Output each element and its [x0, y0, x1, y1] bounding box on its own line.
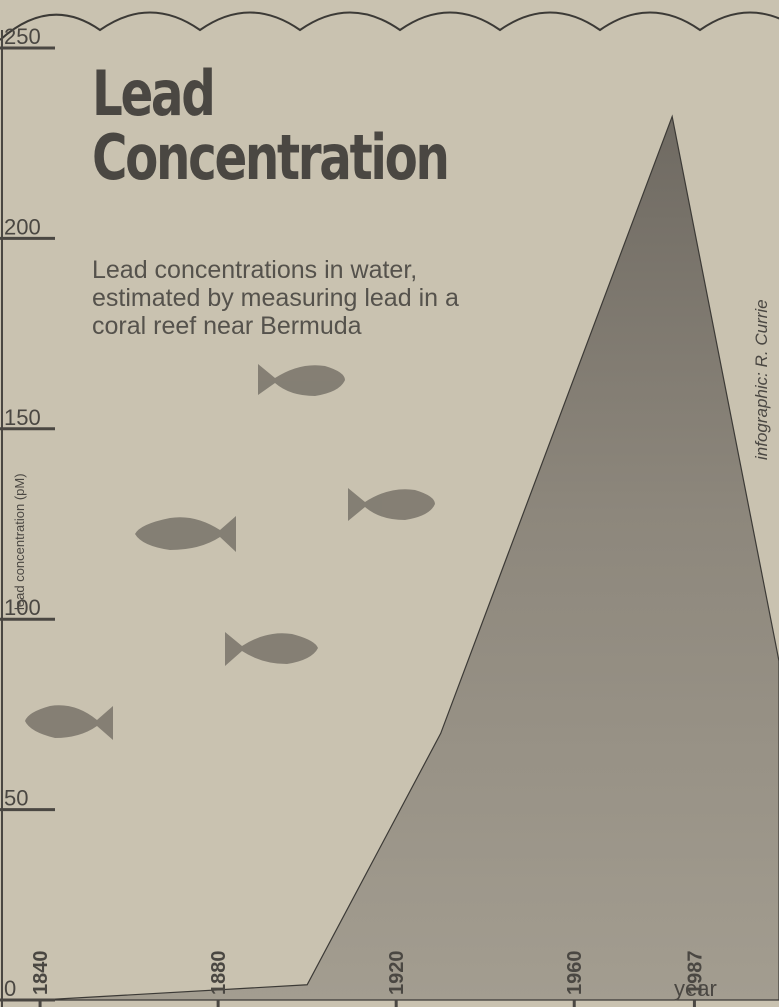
x-tick-label: 1960: [564, 951, 586, 996]
y-tick-label: 0: [4, 976, 16, 1001]
y-tick-label: 150: [4, 405, 41, 430]
fish: [348, 488, 435, 521]
y-tick-label: 50: [4, 786, 28, 811]
x-tick-label: 1987: [684, 951, 706, 996]
y-tick-label: 250: [4, 24, 41, 49]
x-tick-label: 1920: [386, 951, 408, 996]
waves: [0, 13, 779, 41]
chart-subtitle: Lead concentrations in water, estimated …: [92, 256, 482, 340]
y-tick-label: 200: [4, 214, 41, 239]
credit: infographic: R. Currie: [752, 299, 772, 460]
area: [40, 117, 779, 1000]
y-tick-label: 100: [4, 595, 41, 620]
x-tick-label: 1880: [208, 951, 230, 996]
chart-title: Lead Concentration: [92, 62, 388, 190]
fish: [25, 705, 113, 740]
x-tick-label: 1840: [30, 951, 52, 996]
infographic: lead concentration (pM) year 05010015020…: [0, 0, 779, 1007]
fish: [135, 516, 236, 552]
fish-group: [25, 364, 435, 740]
fish: [225, 632, 318, 666]
y-axis-label: lead concentration (pM): [12, 473, 27, 610]
fish: [258, 364, 345, 396]
